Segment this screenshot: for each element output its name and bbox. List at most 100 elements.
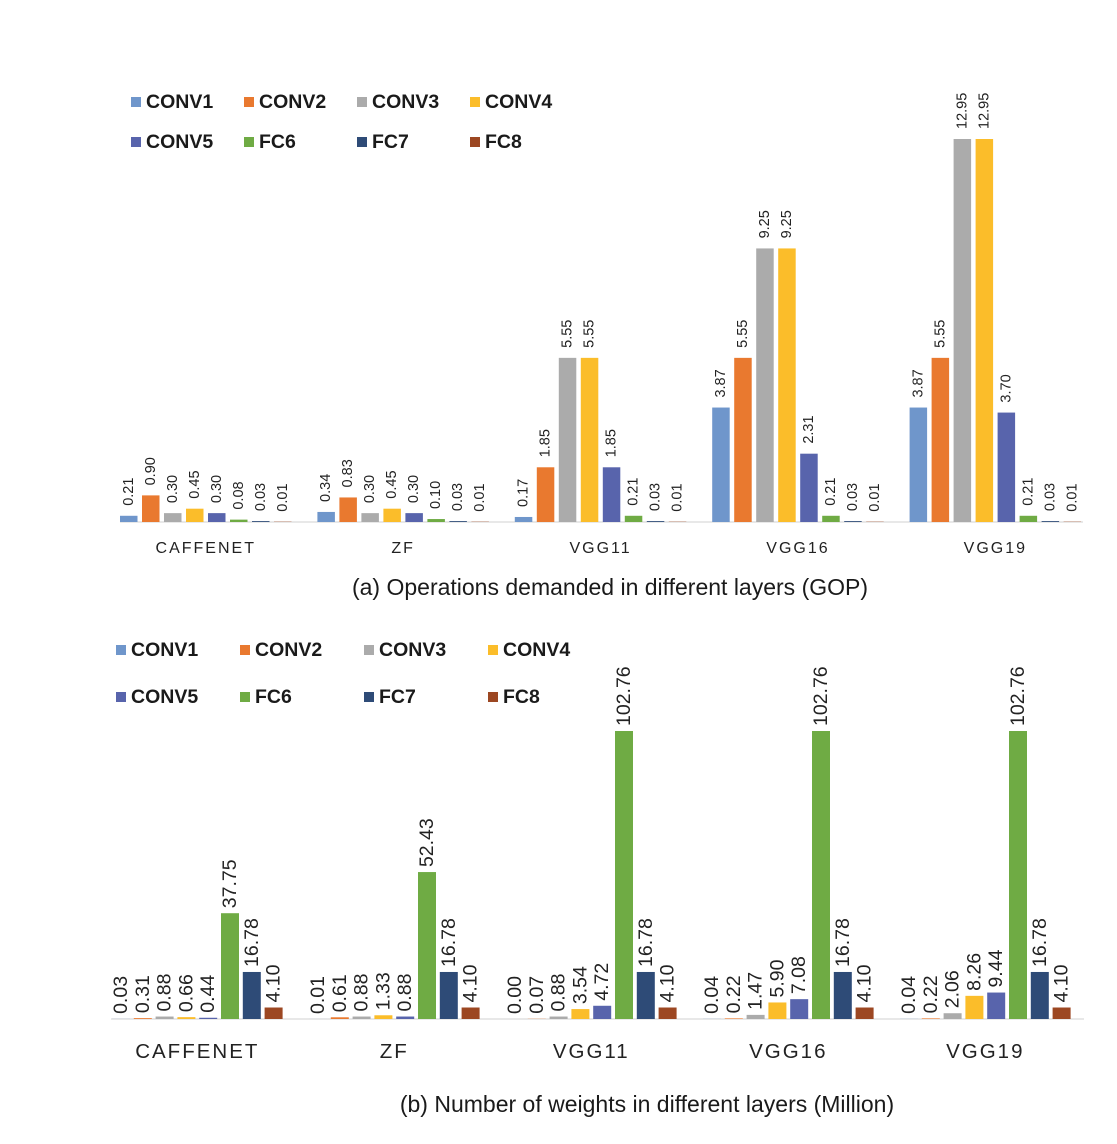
chart-a-legend-swatch-fc6 bbox=[244, 137, 254, 147]
chart-a-bar-caffenet-conv5 bbox=[208, 513, 226, 522]
chart-b-value-label: 0.04 bbox=[898, 976, 920, 1014]
chart-b-bar-vgg19-fc7 bbox=[1030, 971, 1049, 1019]
chart-b-value-label: 102.76 bbox=[613, 666, 635, 726]
chart-a-legend-swatch-conv5 bbox=[131, 137, 141, 147]
chart-a-value-label: 0.01 bbox=[1064, 483, 1080, 511]
chart-a-value-label: 0.34 bbox=[318, 474, 334, 502]
chart-a-value-label: 3.87 bbox=[713, 369, 729, 397]
chart-b-value-label: 37.75 bbox=[219, 859, 241, 908]
chart-a-bar-caffenet-conv3 bbox=[164, 513, 182, 522]
chart-a-bar-caffenet-fc6 bbox=[230, 519, 248, 522]
chart-b-category-label: VGG11 bbox=[553, 1040, 630, 1063]
chart-b-bar-zf-conv3 bbox=[352, 1016, 371, 1019]
chart-a-value-label: 0.21 bbox=[1020, 478, 1036, 506]
chart-a-bar-vgg11-fc7 bbox=[646, 521, 665, 522]
chart-a-bar-vgg16-conv3 bbox=[756, 248, 774, 522]
chart-b-legend-swatch-fc7 bbox=[364, 692, 374, 702]
chart-b-bar-vgg19-conv5 bbox=[987, 992, 1006, 1019]
chart-a-legend-label-fc6: FC6 bbox=[259, 131, 296, 153]
chart-a-value-label: 5.55 bbox=[735, 320, 751, 348]
chart-a-value-label: 0.21 bbox=[823, 478, 839, 506]
chart-a-legend-swatch-fc8 bbox=[470, 137, 480, 147]
chart-a-value-label: 0.21 bbox=[121, 478, 137, 506]
chart-b-category-label: VGG19 bbox=[946, 1040, 1024, 1063]
chart-a-value-label: 5.55 bbox=[582, 320, 598, 348]
chart-a-legend-swatch-conv4 bbox=[470, 97, 480, 107]
chart-b-legend-swatch-conv3 bbox=[364, 645, 374, 655]
chart-a-value-label: 12.95 bbox=[954, 93, 970, 129]
chart-a-bar-zf-conv4 bbox=[383, 508, 401, 522]
chart-b-value-label: 4.10 bbox=[854, 964, 876, 1002]
chart-a-bar-vgg16-conv2 bbox=[734, 357, 752, 522]
chart-b-bar-caffenet-conv5 bbox=[199, 1017, 218, 1019]
chart-a-value-label: 0.17 bbox=[516, 479, 532, 507]
chart-b-bar-vgg16-conv2 bbox=[724, 1018, 743, 1019]
chart-a-value-label: 0.30 bbox=[362, 475, 378, 503]
chart-b-legend: CONV1 CONV2 CONV3 CONV4 CONV5 FC6 FC7 FC8 bbox=[116, 639, 570, 708]
chart-b-bar-zf-conv2 bbox=[330, 1017, 349, 1019]
chart-b-category-label: VGG16 bbox=[749, 1040, 827, 1063]
chart-a-bar-zf-conv2 bbox=[339, 497, 357, 522]
chart-b-legend-label-fc8: FC8 bbox=[503, 686, 540, 708]
chart-a-legend: CONV1 CONV2 CONV3 CONV4 CONV5 FC6 FC7 FC8 bbox=[131, 91, 552, 153]
chart-a-legend-swatch-conv1 bbox=[131, 97, 141, 107]
chart-b-bar-zf-fc8 bbox=[461, 1007, 480, 1019]
chart-b-bar-zf-fc6 bbox=[418, 872, 436, 1019]
chart-a-value-label: 0.03 bbox=[1042, 483, 1058, 511]
chart-b-value-label: 0.01 bbox=[307, 976, 329, 1014]
chart-b-value-label: 16.78 bbox=[438, 918, 460, 967]
chart-a-bar-vgg19-conv4 bbox=[975, 139, 994, 522]
chart-b-bar-vgg19-conv3 bbox=[943, 1013, 962, 1019]
chart-a-value-label: 0.30 bbox=[165, 475, 181, 503]
chart-a-bar-vgg16-conv1 bbox=[712, 407, 730, 522]
chart-b-value-label: 5.90 bbox=[766, 959, 788, 997]
chart-b-bar-vgg11-conv4 bbox=[571, 1009, 590, 1019]
chart-b-bar-caffenet-fc8 bbox=[264, 1007, 283, 1019]
chart-b-value-label: 16.78 bbox=[635, 918, 657, 967]
chart-b-legend-label-conv5: CONV5 bbox=[131, 686, 198, 708]
chart-b-value-label: 0.88 bbox=[351, 974, 373, 1012]
chart-b-bar-vgg16-fc7 bbox=[833, 971, 852, 1019]
chart-a-legend-label-fc7: FC7 bbox=[372, 131, 409, 153]
chart-a-legend-label-conv2: CONV2 bbox=[259, 91, 326, 113]
chart-b-bar-zf-conv5 bbox=[396, 1016, 415, 1019]
chart-b-value-label: 0.00 bbox=[504, 976, 526, 1014]
chart-a-category-label: VGG11 bbox=[569, 540, 631, 557]
chart-a-category-label: VGG16 bbox=[766, 540, 829, 557]
chart-a-value-label: 0.45 bbox=[187, 470, 203, 498]
chart-b-value-label: 3.54 bbox=[569, 966, 591, 1004]
chart-b-bar-caffenet-conv3 bbox=[155, 1016, 174, 1019]
chart-b-category-label: CAFFENET bbox=[135, 1040, 259, 1063]
chart-b-legend-swatch-conv4 bbox=[488, 645, 498, 655]
chart-a-value-label: 12.95 bbox=[976, 93, 992, 129]
chart-a-bar-vgg19-conv5 bbox=[997, 412, 1016, 522]
chart-b-value-label: 4.10 bbox=[460, 964, 482, 1002]
chart-b-value-label: 0.88 bbox=[548, 974, 570, 1012]
chart-a-caption: (a) Operations demanded in different lay… bbox=[352, 574, 868, 600]
chart-b-legend-label-conv3: CONV3 bbox=[379, 639, 446, 661]
chart-a-value-label: 1.85 bbox=[538, 429, 554, 457]
chart-a-legend-label-conv4: CONV4 bbox=[485, 91, 552, 113]
chart-a-bar-vgg11-conv5 bbox=[602, 467, 621, 522]
chart-b-legend-swatch-fc8 bbox=[488, 692, 498, 702]
chart-a-bar-caffenet-conv2 bbox=[142, 495, 160, 522]
chart-b-value-label: 0.88 bbox=[394, 974, 416, 1012]
chart-b-caption: (b) Number of weights in different layer… bbox=[400, 1091, 894, 1117]
chart-b-bar-vgg19-fc8 bbox=[1052, 1007, 1071, 1019]
chart-b-value-label: 0.07 bbox=[526, 976, 548, 1014]
chart-a-value-label: 9.25 bbox=[757, 210, 773, 238]
chart-a-value-label: 2.31 bbox=[801, 415, 817, 443]
chart-b-value-label: 0.04 bbox=[701, 976, 723, 1014]
chart-a-legend-swatch-fc7 bbox=[357, 137, 367, 147]
chart-b-value-label: 0.31 bbox=[132, 975, 154, 1013]
chart-b-value-label: 0.61 bbox=[329, 974, 351, 1012]
chart-b-value-label: 16.78 bbox=[832, 918, 854, 967]
chart-b-value-label: 0.88 bbox=[154, 974, 176, 1012]
chart-b-category-label: ZF bbox=[380, 1040, 409, 1063]
chart-a-value-label: 5.55 bbox=[560, 320, 576, 348]
chart-a-value-label: 0.01 bbox=[867, 483, 883, 511]
chart-a-value-label: 0.01 bbox=[472, 483, 488, 511]
chart-a-value-label: 3.87 bbox=[910, 369, 926, 397]
chart-a-value-label: 0.03 bbox=[253, 483, 269, 511]
chart-a-value-label: 0.45 bbox=[384, 470, 400, 498]
